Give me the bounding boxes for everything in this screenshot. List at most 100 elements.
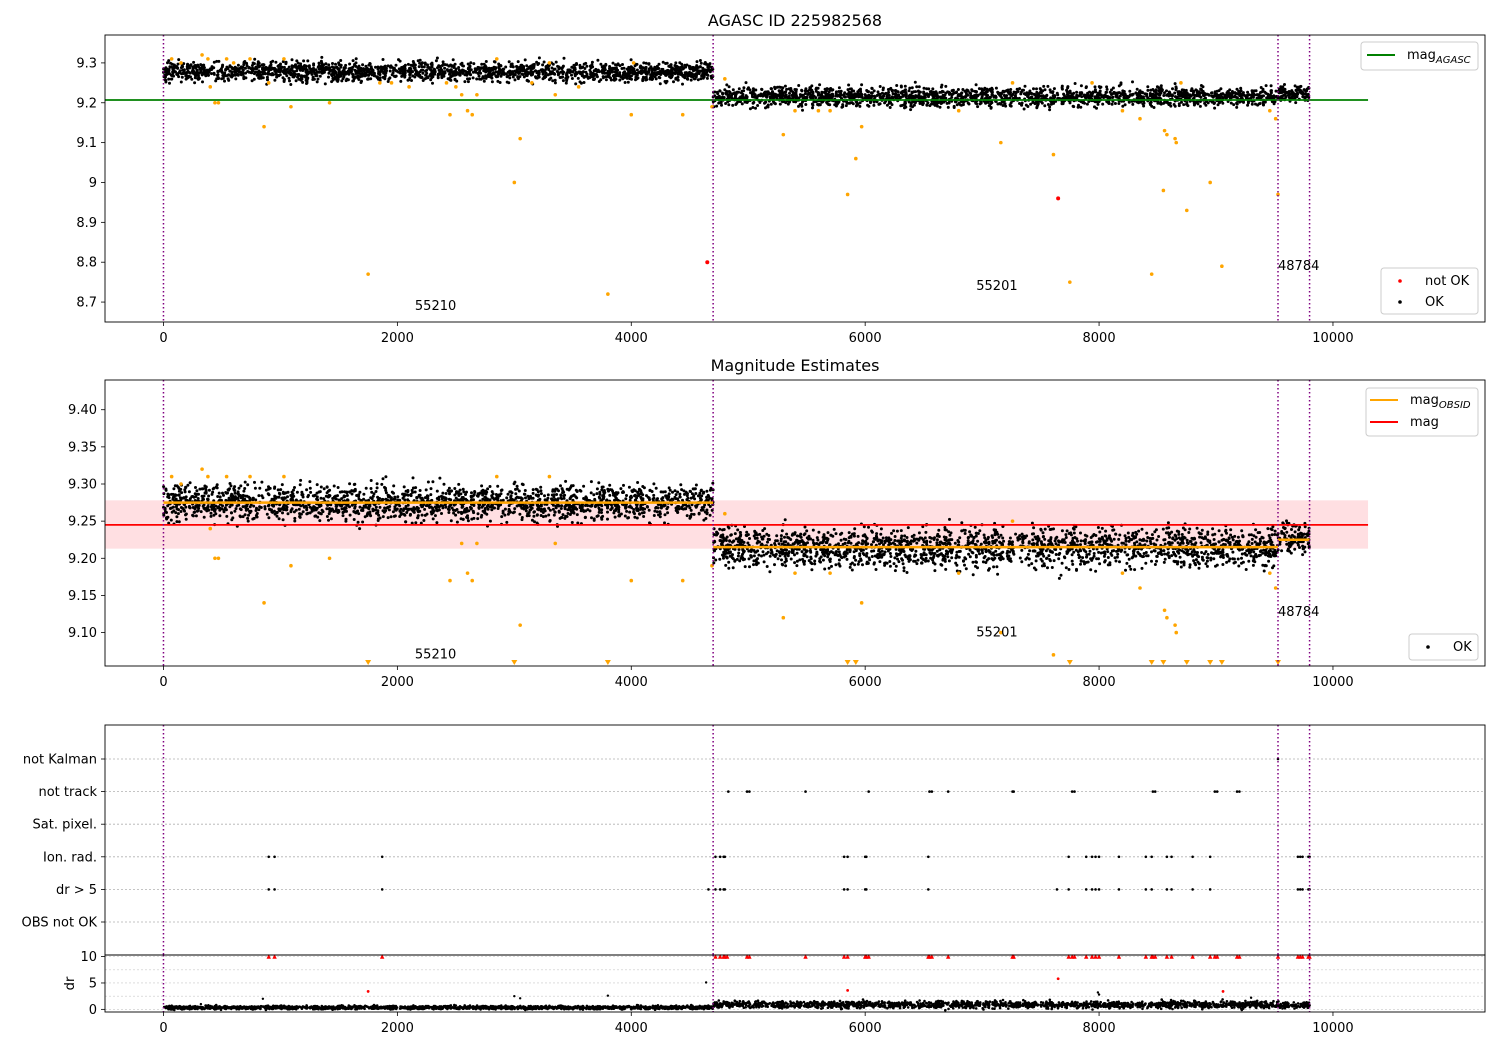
data-point-ok (354, 57, 358, 61)
data-point-ok (1094, 90, 1098, 94)
data-point-ok (506, 74, 510, 78)
data-point-ok (164, 69, 168, 73)
data-point-ok (351, 72, 355, 76)
data-point-ok (684, 490, 688, 494)
data-point-ok (883, 101, 887, 105)
data-point-ok (202, 515, 206, 519)
data-point-outlier (723, 77, 727, 81)
data-point-ok (470, 491, 473, 495)
data-point-ok (943, 93, 947, 97)
data-point-ok (529, 69, 533, 73)
data-point-ok (1055, 91, 1059, 95)
data-point-ok (572, 63, 576, 67)
data-point-ok (524, 73, 528, 77)
data-point-ok (912, 103, 916, 107)
data-point-ok (220, 65, 224, 69)
data-point-ok (724, 102, 728, 105)
data-point-ok (337, 70, 341, 74)
data-point-ok (819, 95, 823, 99)
data-point-ok (586, 76, 590, 80)
data-point-ok (926, 93, 930, 97)
data-point-ok (939, 85, 943, 89)
data-point-outlier (206, 57, 210, 61)
data-point-ok (475, 77, 479, 81)
data-point-outlier (407, 85, 411, 89)
data-point-ok (191, 71, 195, 75)
data-point-ok (207, 494, 211, 498)
data-point-ok (167, 59, 171, 63)
data-point-ok (289, 73, 293, 77)
data-point-ok (367, 77, 370, 81)
data-point-ok (258, 486, 262, 490)
data-point-outlier (1276, 192, 1280, 197)
data-point-ok (242, 75, 246, 79)
data-point-outlier (459, 92, 464, 97)
data-point-ok (251, 61, 255, 65)
data-point-ok (929, 90, 933, 93)
data-point-ok (377, 70, 381, 74)
data-point-ok (269, 60, 273, 64)
data-point-ok (299, 66, 303, 70)
data-point-ok (253, 57, 257, 61)
data-point-ok (451, 72, 455, 76)
data-point-ok (814, 96, 818, 100)
data-point-ok (404, 520, 408, 524)
data-point-ok (708, 62, 712, 66)
data-point-ok (1201, 85, 1205, 89)
data-point-ok (1135, 96, 1139, 100)
data-point-ok (239, 484, 243, 488)
data-point-ok (765, 95, 769, 99)
data-point-ok (214, 79, 218, 83)
data-point-ok (581, 65, 585, 69)
data-point-ok (831, 94, 835, 98)
data-point-ok (438, 476, 442, 480)
data-point-ok (499, 74, 503, 78)
data-point-ok (1119, 81, 1123, 85)
x-tick-label: 10000 (1312, 331, 1353, 346)
data-point-ok (409, 63, 413, 67)
data-point-ok (1113, 102, 1117, 105)
data-point-ok (531, 67, 535, 70)
data-point-ok (923, 92, 927, 96)
data-point-ok (664, 494, 668, 498)
data-point-ok (1258, 102, 1262, 105)
data-point-ok (1162, 101, 1166, 105)
data-point-ok (859, 89, 863, 93)
data-point-ok (463, 80, 467, 84)
data-point-ok (162, 485, 166, 489)
data-point-ok (618, 78, 622, 82)
data-point-ok (727, 85, 731, 89)
data-point-ok (878, 102, 882, 106)
data-point-ok (302, 59, 306, 63)
data-point-ok (1125, 94, 1129, 98)
data-point-ok (1270, 89, 1273, 93)
data-point-ok (421, 71, 425, 75)
data-point-ok (847, 83, 851, 87)
data-point-ok (793, 88, 797, 91)
data-point-ok (1076, 105, 1080, 109)
data-point-ok (539, 489, 543, 493)
data-point-ok (789, 89, 793, 93)
data-point-ok (688, 67, 692, 70)
data-point-ok (418, 489, 422, 492)
data-point-ok (339, 59, 343, 62)
data-point-ok (1212, 102, 1216, 105)
data-point-ok (658, 70, 662, 73)
data-point-ok (289, 68, 292, 72)
data-point-outlier (475, 92, 479, 97)
data-point-ok (497, 65, 501, 68)
data-point-ok (922, 86, 926, 90)
data-point-ok (217, 491, 221, 495)
data-point-ok (625, 74, 629, 78)
data-point-ok (1038, 87, 1042, 91)
data-point-outlier (465, 108, 470, 113)
data-point-ok (1081, 101, 1085, 105)
data-point-ok (1108, 90, 1112, 94)
y-tick-label: 9 (89, 176, 97, 191)
data-point-ok (500, 72, 504, 76)
data-point-ok (198, 487, 202, 491)
data-point-ok (581, 70, 585, 74)
data-point-ok (360, 74, 364, 78)
data-point-ok (1177, 104, 1181, 108)
